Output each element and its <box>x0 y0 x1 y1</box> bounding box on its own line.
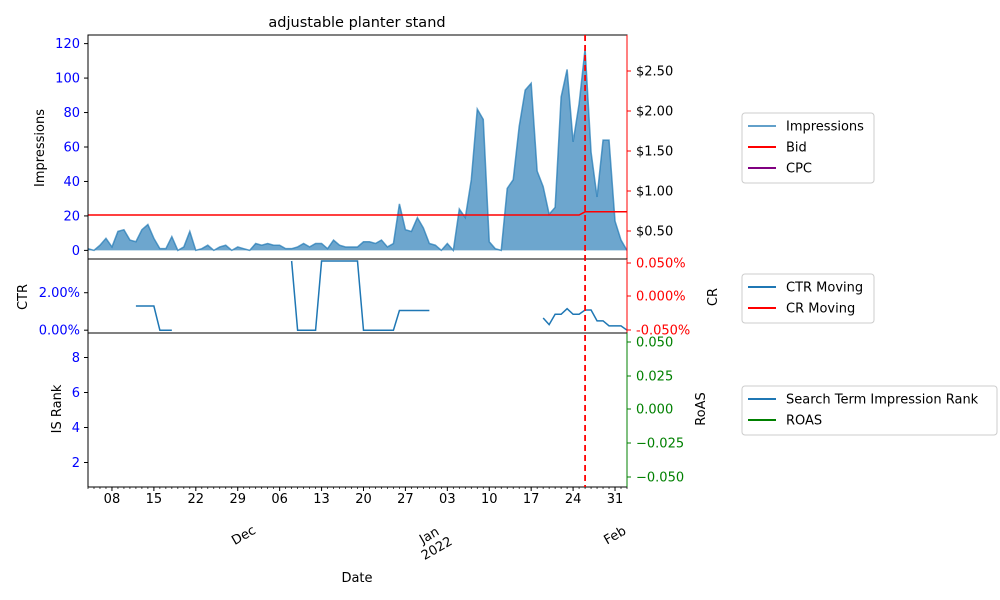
ctr-axis-label: CTR <box>16 284 31 310</box>
impressions-tick-label: 100 <box>55 72 80 87</box>
date-week-label: 24 <box>565 492 582 507</box>
ctr-moving-line <box>135 305 172 331</box>
bid-tick-label: $0.50 <box>636 225 673 240</box>
legend-label: ROAS <box>786 414 822 429</box>
roas-tick-label: 0.025 <box>636 370 673 385</box>
is-rank-tick-label: 8 <box>72 351 80 366</box>
cr-tick-label: 0.000% <box>636 290 686 305</box>
is-rank-tick-label: 2 <box>72 456 80 471</box>
is-rank-axis-label: IS Rank <box>50 384 65 433</box>
date-month-label: Feb <box>602 524 629 549</box>
is-rank-panel: 2 4 6 8 0.050 0.025 0.000 −0.025 −0.050 <box>72 332 684 488</box>
legend-label: CPC <box>786 162 812 177</box>
impressions-axis-label: Impressions <box>33 109 48 187</box>
legend-box <box>741 385 998 436</box>
date-week-label: 10 <box>481 492 498 507</box>
impressions-tick-label: 80 <box>63 106 80 121</box>
bid-line <box>88 211 627 216</box>
bid-tick-label: $1.50 <box>636 145 673 160</box>
date-week-label: 15 <box>146 492 163 507</box>
date-month-label-line: Feb <box>602 524 629 549</box>
cr-tick-label: 0.050% <box>636 257 686 272</box>
roas-axis-label: RoAS <box>694 392 709 426</box>
legend-label: Bid <box>786 141 807 156</box>
ctr-tick-label: 2.00% <box>39 286 80 301</box>
roas-tick-label: −0.025 <box>636 437 684 452</box>
date-week-label: 08 <box>104 492 121 507</box>
bid-tick-label: $2.50 <box>636 65 673 80</box>
date-week-label: 17 <box>523 492 540 507</box>
impressions-tick-label: 20 <box>63 209 80 224</box>
legend-label: Impressions <box>786 120 864 135</box>
cr-tick-label: -0.050% <box>636 324 690 339</box>
ctr-moving-line <box>290 260 430 331</box>
impressions-line <box>87 48 628 253</box>
cr-axis-label: CR <box>706 288 721 306</box>
legend-label: Search Term Impression Rank <box>786 393 979 408</box>
is-rank-tick-label: 4 <box>72 421 80 436</box>
date-week-label: 29 <box>229 492 246 507</box>
ctr-panel: 0.00% 2.00% 0.050% 0.000% -0.050% <box>39 257 691 339</box>
legends: Impressions Bid CPC CTR Moving CR Moving Sear… <box>741 112 998 436</box>
x-axis-label: Date <box>341 571 372 586</box>
date-week-label: 22 <box>188 492 205 507</box>
date-week-label: 31 <box>607 492 624 507</box>
impressions-tick-label: 0 <box>72 244 80 259</box>
impressions-tick-label: 120 <box>55 37 80 52</box>
roas-tick-label: 0.050 <box>636 336 673 351</box>
chart-title: adjustable planter stand <box>268 15 445 31</box>
legend-box <box>741 112 875 184</box>
date-month-label: Dec <box>229 523 258 549</box>
date-week-label: 20 <box>355 492 372 507</box>
legend-label: CR Moving <box>786 302 855 317</box>
date-week-label: 13 <box>313 492 330 507</box>
ctr-tick-label: 0.00% <box>39 324 80 339</box>
impressions-tick-label: 40 <box>63 175 80 190</box>
bid-tick-label: $1.00 <box>636 185 673 200</box>
date-week-label: 03 <box>439 492 456 507</box>
is-rank-tick-label: 6 <box>72 386 80 401</box>
date-month-label-line: Dec <box>229 523 258 549</box>
is-rank-frame <box>87 332 628 488</box>
roas-tick-label: −0.050 <box>636 471 684 486</box>
date-week-label: 27 <box>397 492 414 507</box>
impressions-area <box>88 48 627 251</box>
legend-label: CTR Moving <box>786 281 863 296</box>
date-week-label: 06 <box>271 492 288 507</box>
impressions-tick-label: 60 <box>63 141 80 156</box>
impressions-panel: 0 20 40 60 80 100 120 $0.50 $1.00 $1.50 $2.00 $2.50 <box>55 34 673 260</box>
roas-tick-label: 0.000 <box>636 403 673 418</box>
bid-tick-label: $2.00 <box>636 105 673 120</box>
